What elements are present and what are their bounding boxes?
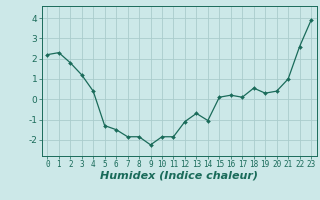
X-axis label: Humidex (Indice chaleur): Humidex (Indice chaleur) bbox=[100, 171, 258, 181]
